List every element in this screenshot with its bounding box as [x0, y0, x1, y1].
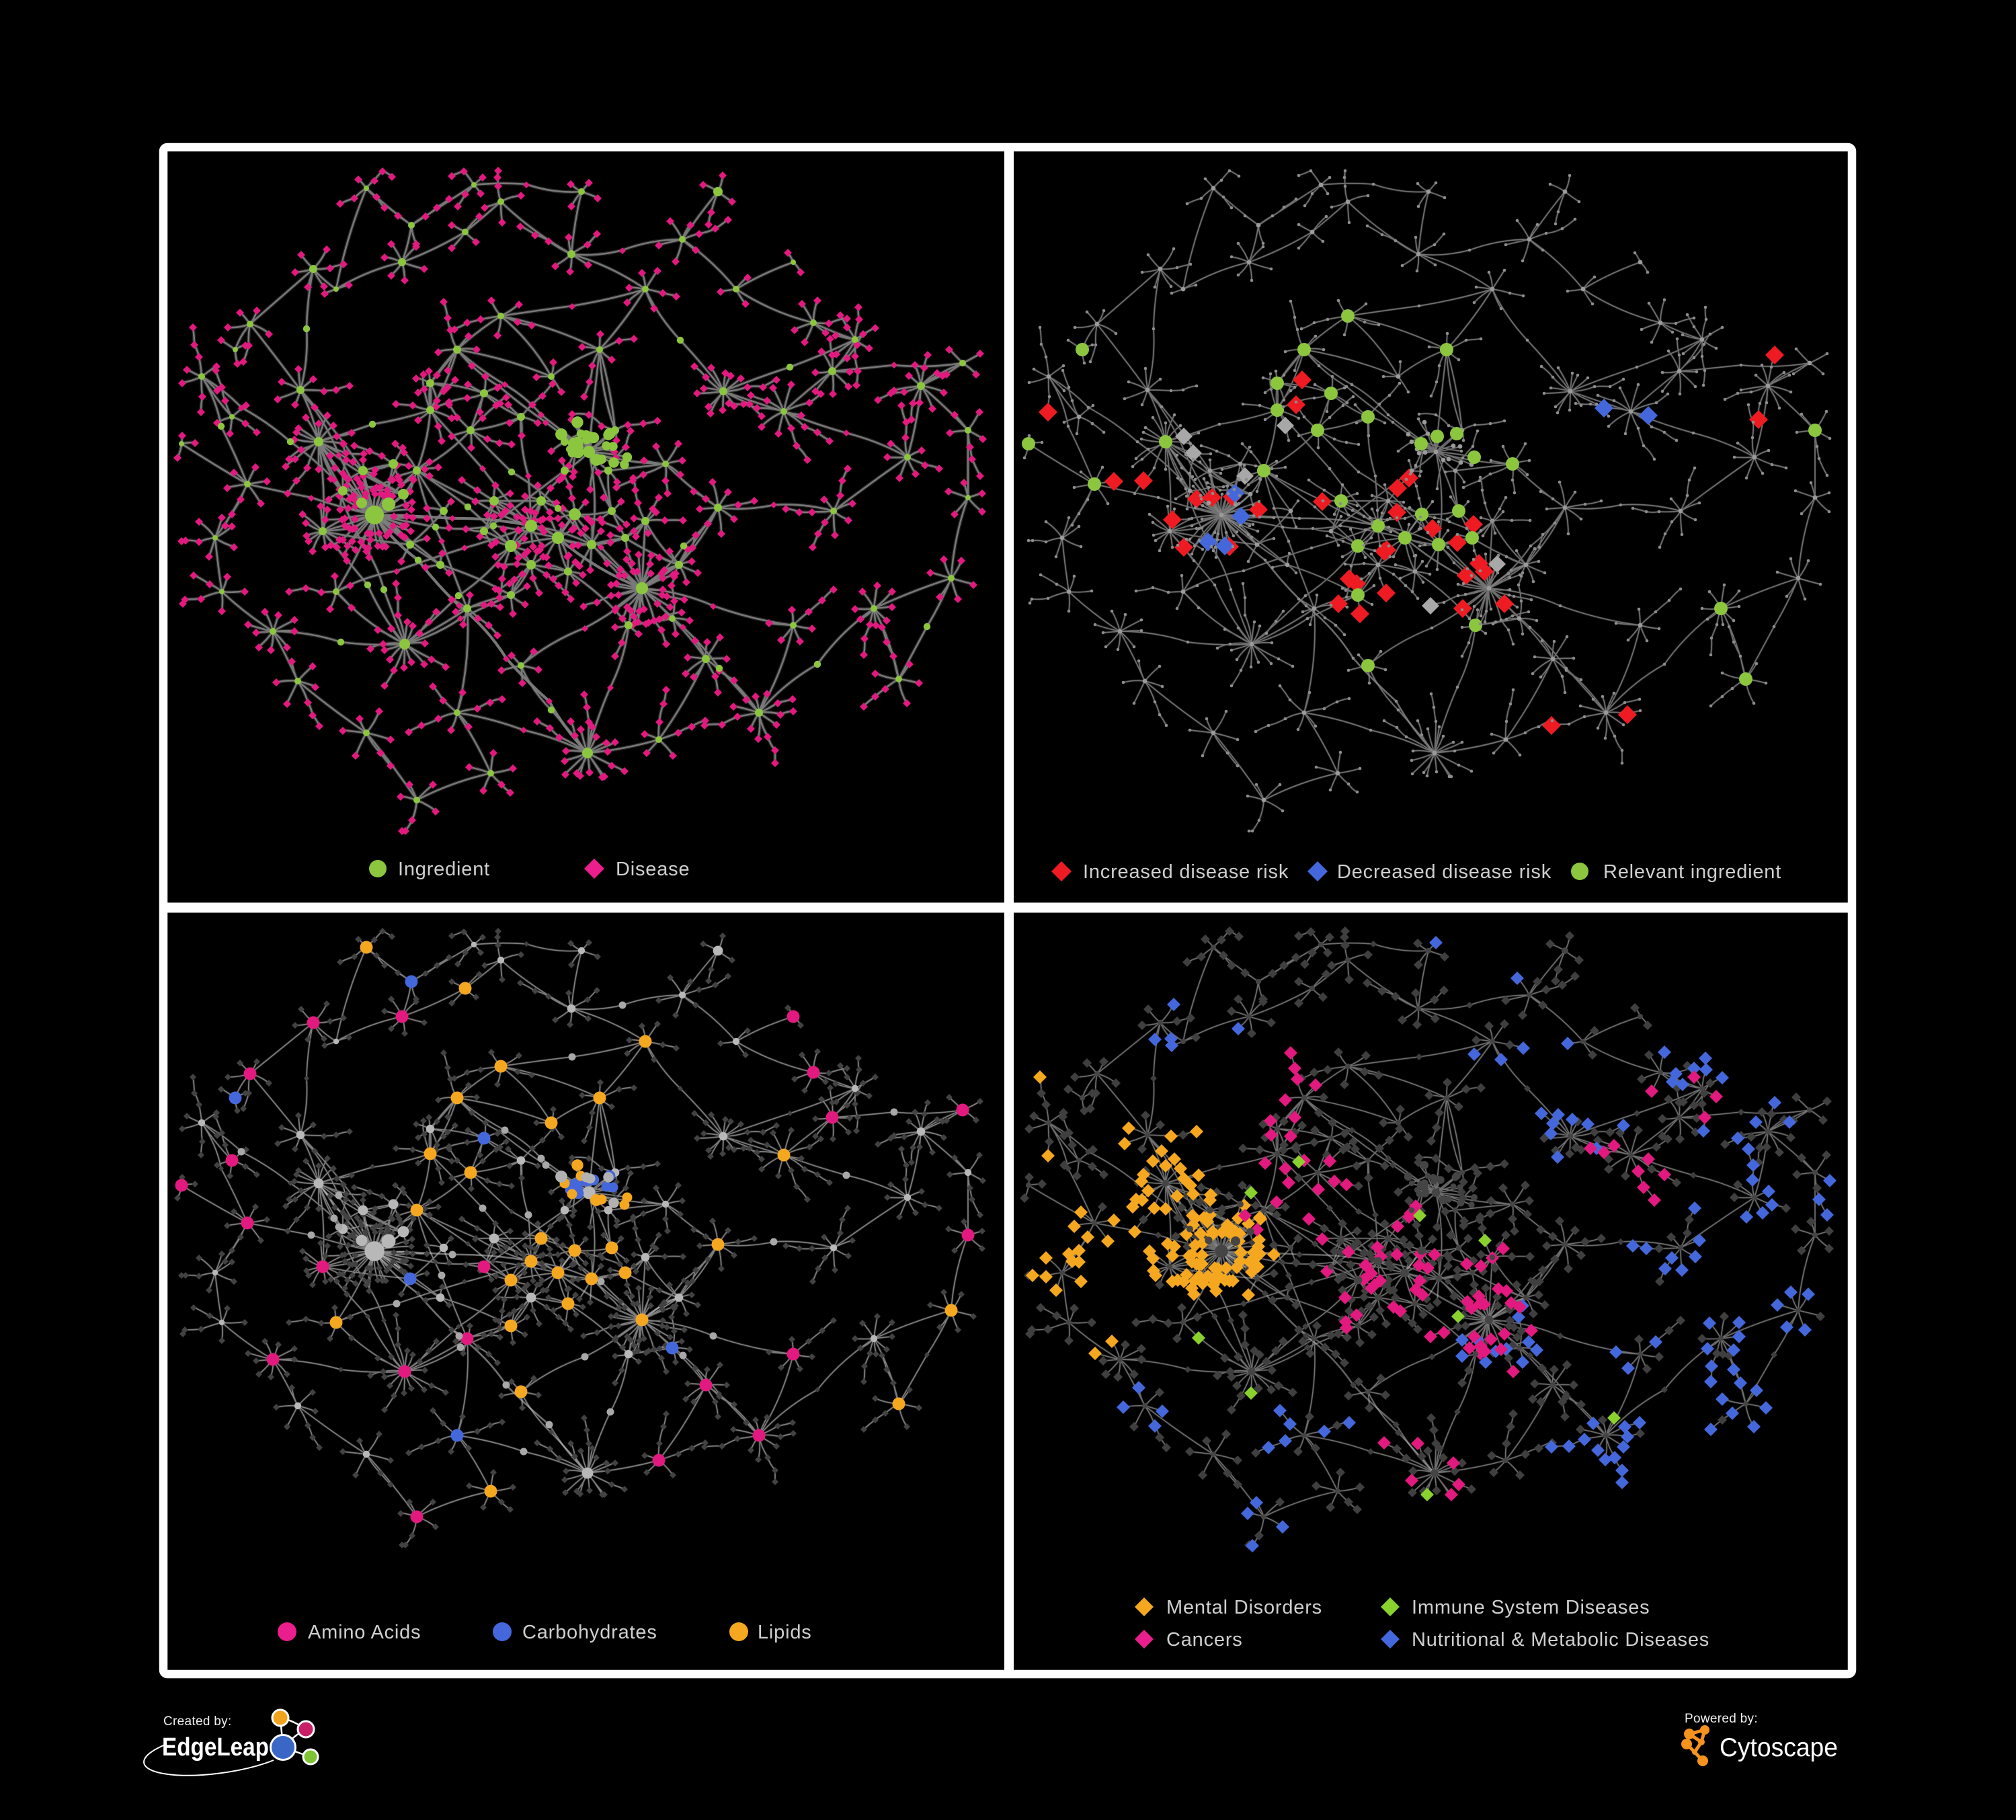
svg-text:Decreased disease risk: Decreased disease risk [1337, 861, 1551, 883]
svg-text:Mental Disorders: Mental Disorders [1166, 1597, 1322, 1618]
svg-text:Cancers: Cancers [1166, 1629, 1243, 1651]
svg-text:Powered by:: Powered by: [1685, 1712, 1758, 1726]
svg-text:Cytoscape: Cytoscape [1720, 1733, 1838, 1762]
svg-text:EdgeLeap: EdgeLeap [162, 1733, 269, 1762]
svg-text:Created by:: Created by: [163, 1714, 232, 1729]
svg-text:Immune System Diseases: Immune System Diseases [1412, 1597, 1650, 1618]
svg-text:Disease: Disease [616, 859, 690, 880]
svg-text:Relevant ingredient: Relevant ingredient [1603, 861, 1781, 883]
svg-text:Lipids: Lipids [758, 1622, 812, 1643]
svg-text:Amino Acids: Amino Acids [308, 1622, 421, 1643]
svg-text:Increased disease risk: Increased disease risk [1083, 861, 1289, 883]
svg-text:Carbohydrates: Carbohydrates [522, 1622, 657, 1643]
svg-text:Ingredient: Ingredient [398, 859, 490, 880]
svg-text:Nutritional & Metabolic Diseas: Nutritional & Metabolic Diseases [1412, 1629, 1709, 1651]
